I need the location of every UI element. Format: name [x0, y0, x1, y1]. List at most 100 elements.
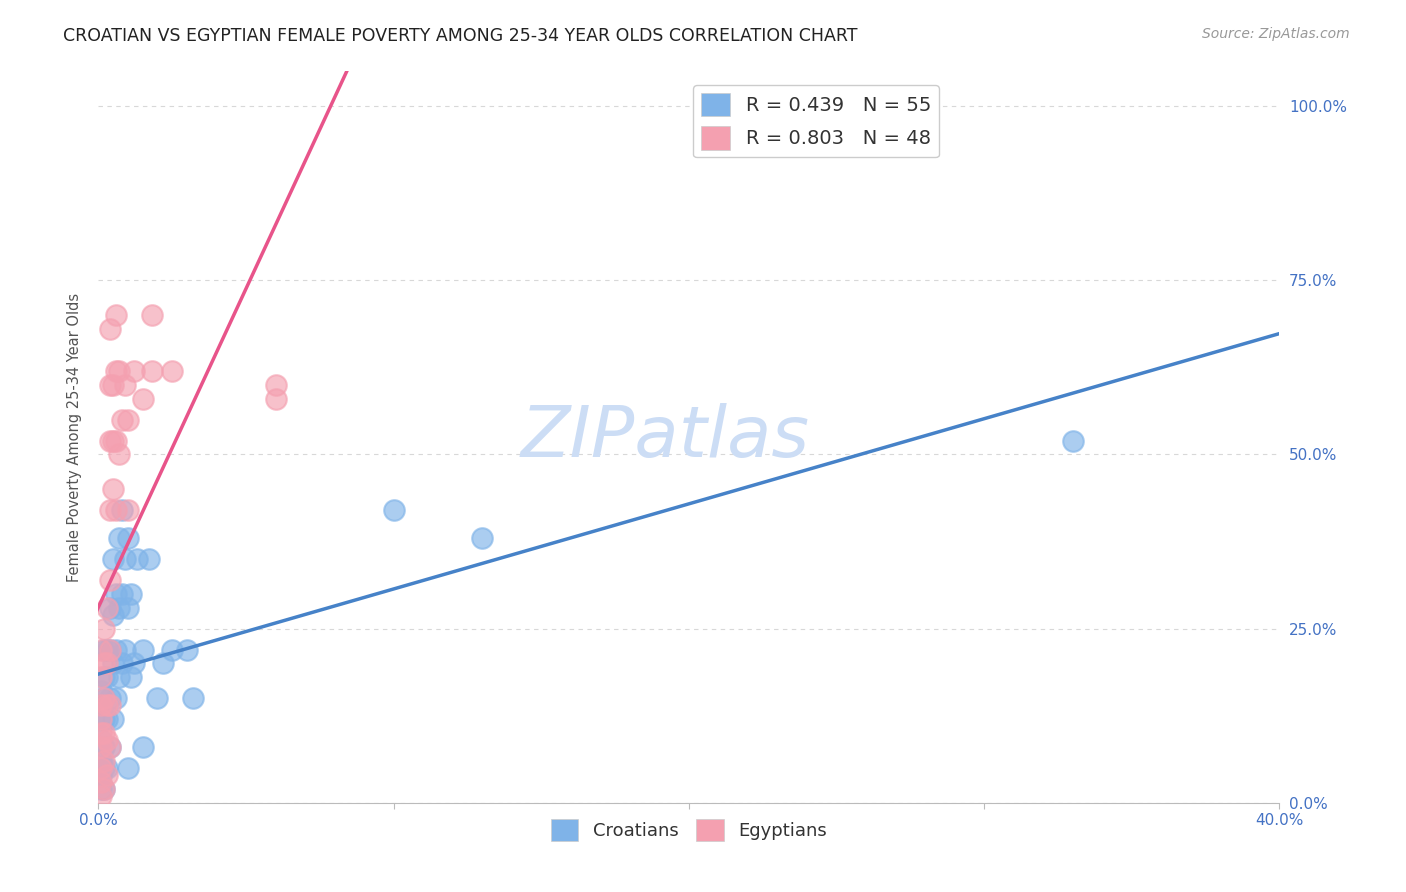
Point [98, 691, 121, 706]
Point [90, 684, 112, 698]
Point [90, 670, 112, 684]
Point [93, 622, 115, 636]
Point [98, 322, 121, 336]
Point [105, 364, 128, 378]
Point [93, 657, 115, 671]
Point [90, 712, 112, 726]
Point [90, 761, 112, 775]
Point [93, 670, 115, 684]
Point [93, 781, 115, 796]
Point [93, 691, 115, 706]
Point [93, 754, 115, 768]
Point [114, 377, 136, 392]
Point [96, 600, 118, 615]
Point [105, 587, 128, 601]
Point [117, 600, 139, 615]
Point [111, 657, 134, 671]
Point [114, 642, 136, 657]
Point [132, 740, 155, 755]
Point [103, 657, 125, 671]
Point [105, 308, 128, 322]
Point [96, 761, 118, 775]
Point [105, 642, 128, 657]
Point [103, 377, 125, 392]
Point [90, 733, 112, 747]
Point [90, 781, 112, 796]
Text: CROATIAN VS EGYPTIAN FEMALE POVERTY AMONG 25-34 YEAR OLDS CORRELATION CHART: CROATIAN VS EGYPTIAN FEMALE POVERTY AMON… [63, 27, 858, 45]
Point [90, 726, 112, 740]
Point [117, 412, 139, 426]
Point [96, 657, 118, 671]
Point [105, 434, 128, 448]
Point [264, 377, 287, 392]
Point [90, 768, 112, 782]
Point [98, 698, 121, 713]
Point [90, 789, 112, 803]
Point [146, 691, 169, 706]
Point [138, 552, 160, 566]
Point [117, 761, 139, 775]
Point [90, 712, 112, 726]
Point [132, 392, 155, 406]
Y-axis label: Female Poverty Among 25-34 Year Olds: Female Poverty Among 25-34 Year Olds [67, 293, 83, 582]
Point [108, 448, 131, 462]
Point [108, 364, 131, 378]
Point [98, 740, 121, 755]
Point [117, 503, 139, 517]
Point [181, 691, 204, 706]
Point [98, 642, 121, 657]
Point [111, 412, 134, 426]
Point [96, 768, 118, 782]
Point [98, 434, 121, 448]
Point [90, 642, 112, 657]
Point [162, 364, 183, 378]
Point [471, 531, 494, 545]
Point [98, 503, 121, 517]
Point [120, 587, 142, 601]
Point [93, 740, 115, 755]
Point [90, 775, 112, 789]
Point [176, 642, 198, 657]
Point [98, 740, 121, 755]
Point [111, 587, 134, 601]
Point [103, 712, 125, 726]
Point [122, 657, 145, 671]
Point [108, 670, 131, 684]
Point [98, 642, 121, 657]
Point [111, 503, 134, 517]
Point [162, 642, 183, 657]
Point [103, 607, 125, 622]
Point [96, 698, 118, 713]
Point [96, 642, 118, 657]
Point [132, 642, 155, 657]
Point [264, 392, 287, 406]
Point [108, 531, 131, 545]
Point [1062, 434, 1084, 448]
Point [98, 573, 121, 587]
Point [93, 712, 115, 726]
Point [141, 364, 163, 378]
Point [93, 642, 115, 657]
Point [120, 670, 142, 684]
Point [105, 503, 128, 517]
Point [152, 657, 174, 671]
Point [117, 531, 139, 545]
Point [96, 712, 118, 726]
Text: Source: ZipAtlas.com: Source: ZipAtlas.com [1202, 27, 1350, 41]
Legend: Croatians, Egyptians: Croatians, Egyptians [544, 812, 834, 848]
Point [93, 691, 115, 706]
Point [122, 364, 145, 378]
Point [108, 600, 131, 615]
Point [141, 308, 163, 322]
Point [105, 691, 128, 706]
Point [93, 781, 115, 796]
Point [114, 552, 136, 566]
Point [93, 761, 115, 775]
Point [98, 600, 121, 615]
Point [90, 698, 112, 713]
Text: ZIPatlas: ZIPatlas [520, 402, 810, 472]
Point [90, 754, 112, 768]
Point [90, 740, 112, 755]
Point [96, 670, 118, 684]
Point [103, 552, 125, 566]
